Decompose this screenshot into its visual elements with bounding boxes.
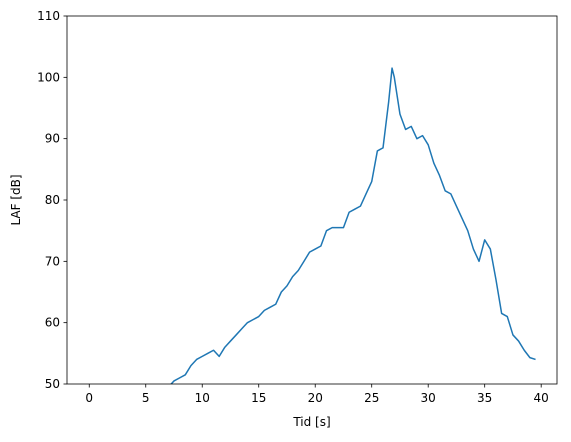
line-series (170, 67, 536, 384)
x-tick-label: 5 (142, 391, 150, 405)
y-tick-label: 60 (45, 316, 60, 330)
x-axis-label: Tid [s] (292, 415, 330, 429)
y-tick-label: 70 (45, 254, 60, 268)
x-tick-label: 35 (477, 391, 492, 405)
x-tick-label: 15 (251, 391, 266, 405)
y-tick-label: 90 (45, 132, 60, 146)
x-tick-label: 10 (195, 391, 210, 405)
x-tick-label: 25 (364, 391, 379, 405)
x-tick-label: 20 (308, 391, 323, 405)
y-axis-label: LAF [dB] (9, 174, 23, 225)
y-tick-label: 80 (45, 193, 60, 207)
y-tick-label: 110 (37, 9, 60, 23)
axes-frame (66, 15, 558, 385)
x-tick-label: 0 (85, 391, 93, 405)
y-tick-label: 50 (45, 377, 60, 391)
x-tick-label: 30 (421, 391, 436, 405)
plot-area (170, 67, 536, 384)
x-tick-label: 40 (534, 391, 549, 405)
y-tick-label: 100 (37, 70, 60, 84)
